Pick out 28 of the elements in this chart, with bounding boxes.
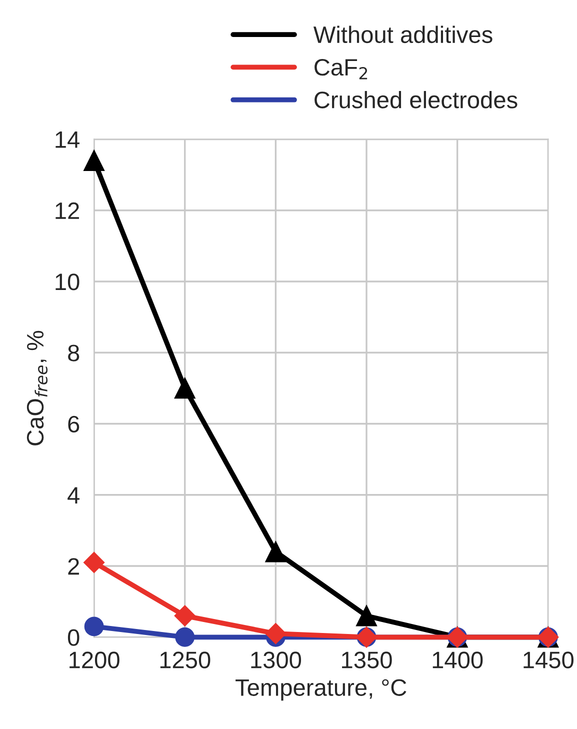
point (174, 378, 196, 399)
y-tick-label: 8 (68, 344, 80, 362)
y-tick-label: 2 (68, 558, 79, 575)
point (84, 150, 104, 171)
point (84, 616, 104, 636)
point (84, 552, 105, 573)
x-tick-label: 1400 (432, 652, 483, 668)
x-tick-label: 1250 (160, 652, 210, 668)
point (175, 627, 195, 647)
x-tick-label: 1300 (251, 652, 302, 668)
legend-label: CaF$_{2}$ (314, 58, 368, 80)
x-tick-label: 1450 (524, 652, 574, 668)
point (265, 623, 286, 644)
point (265, 541, 286, 562)
y-axis-title: CaO$_{free}$, % (26, 330, 48, 446)
y-tick-label: 0 (68, 629, 80, 646)
x-axis-title: Temperature, °C (236, 679, 406, 701)
point (356, 605, 377, 626)
legend-label: Without additives (313, 26, 492, 44)
legend-label: Crushed electrodes (314, 91, 518, 108)
y-tick-label: 4 (68, 487, 80, 504)
y-tick-label: 6 (68, 416, 80, 433)
y-tick-label: 14 (56, 132, 80, 148)
y-tick-label: 12 (56, 202, 79, 219)
y-tick-label: 10 (56, 274, 80, 290)
x-tick-label: 1350 (342, 652, 392, 668)
x-tick-label: 1200 (70, 652, 120, 668)
point (174, 605, 196, 626)
